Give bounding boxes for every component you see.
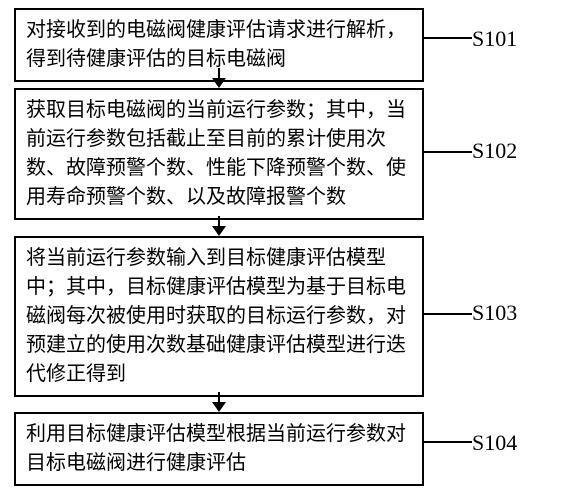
arrow-1-2	[212, 68, 226, 88]
step-s101-text: 对接收到的电磁阀健康评估请求进行解析，得到待健康评估的目标电磁阀	[26, 19, 406, 70]
step-s104-connector	[424, 441, 472, 443]
step-s102-text: 获取目标电磁阀的当前运行参数；其中，当前运行参数包括截止至目前的累计使用次数、故…	[26, 99, 406, 208]
step-s103-connector	[424, 313, 472, 315]
step-s103-label: S103	[472, 300, 517, 326]
step-s104-box: 利用目标健康评估模型根据当前运行参数对目标电磁阀进行健康评估	[14, 412, 424, 486]
step-s103-box: 将当前运行参数输入到目标健康评估模型中；其中，目标健康评估模型为基于目标电磁阀每…	[14, 236, 424, 397]
arrow-head-icon	[212, 226, 226, 236]
step-s102-label: S102	[472, 138, 517, 164]
step-s101-connector	[424, 37, 472, 39]
arrow-head-icon	[212, 78, 226, 88]
arrow-3-4	[212, 392, 226, 412]
step-s104-label: S104	[472, 430, 517, 456]
step-s102-box: 获取目标电磁阀的当前运行参数；其中，当前运行参数包括截止至目前的累计使用次数、故…	[14, 88, 424, 220]
step-s103-text: 将当前运行参数输入到目标健康评估模型中；其中，目标健康评估模型为基于目标电磁阀每…	[26, 247, 406, 385]
step-s101-label: S101	[472, 26, 517, 52]
arrow-head-icon	[212, 402, 226, 412]
arrow-2-3	[212, 216, 226, 236]
step-s102-connector	[424, 151, 472, 153]
step-s104-text: 利用目标健康评估模型根据当前运行参数对目标电磁阀进行健康评估	[26, 423, 406, 474]
